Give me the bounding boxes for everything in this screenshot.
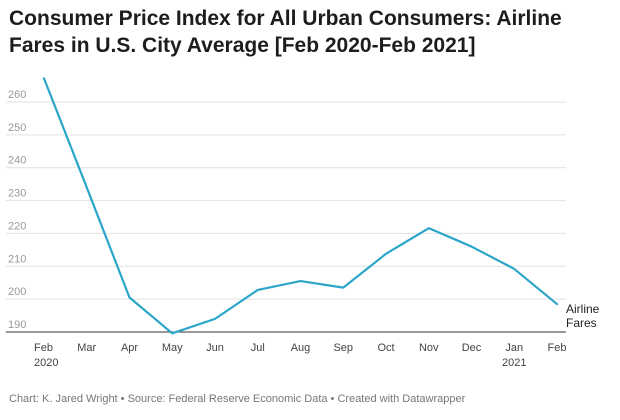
x-tick-label: Jun — [206, 342, 224, 354]
x-tick-label: May — [162, 342, 183, 354]
y-tick-label: 250 — [8, 122, 26, 134]
x-tick-label: Nov — [419, 342, 439, 354]
x-axis-ticks: Feb Mar Apr May Jun Jul Aug Sep Oct Nov Dec Jan Feb 2… — [34, 342, 566, 369]
x-tick-label: Feb — [548, 342, 567, 354]
series-line — [42, 77, 559, 335]
series-label: Fares — [566, 316, 597, 330]
x-tick-label: Feb — [34, 342, 53, 354]
y-tick-label: 260 — [8, 89, 26, 101]
chart-footer: Chart: K. Jared Wright • Source: Federal… — [9, 393, 466, 405]
x-year-label: 2020 — [34, 357, 58, 369]
series-label: Airline — [566, 302, 600, 316]
y-tick-label: 210 — [8, 253, 26, 265]
y-tick-label: 240 — [8, 155, 26, 167]
y-tick-label: 200 — [8, 286, 26, 298]
x-tick-label: Jul — [251, 342, 265, 354]
line-chart: 190 200 210 220 230 240 250 260 Feb Mar Apr May Jun… — [6, 77, 600, 369]
x-tick-label: Oct — [377, 342, 394, 354]
gridlines — [6, 101, 566, 333]
y-axis-ticks: 190 200 210 220 230 240 250 260 — [8, 89, 26, 331]
x-tick-label: Apr — [121, 342, 138, 354]
y-tick-label: 230 — [8, 188, 26, 200]
x-tick-label: Dec — [462, 342, 482, 354]
x-year-label: 2021 — [502, 357, 526, 369]
x-tick-label: Aug — [291, 342, 311, 354]
y-tick-label: 220 — [8, 220, 26, 232]
x-tick-label: Sep — [333, 342, 353, 354]
y-tick-label: 190 — [8, 319, 26, 331]
x-tick-label: Jan — [505, 342, 523, 354]
x-tick-label: Mar — [77, 342, 96, 354]
series-lines — [42, 77, 559, 335]
chart-title: Consumer Price Index for All Urban Consu… — [9, 7, 562, 57]
